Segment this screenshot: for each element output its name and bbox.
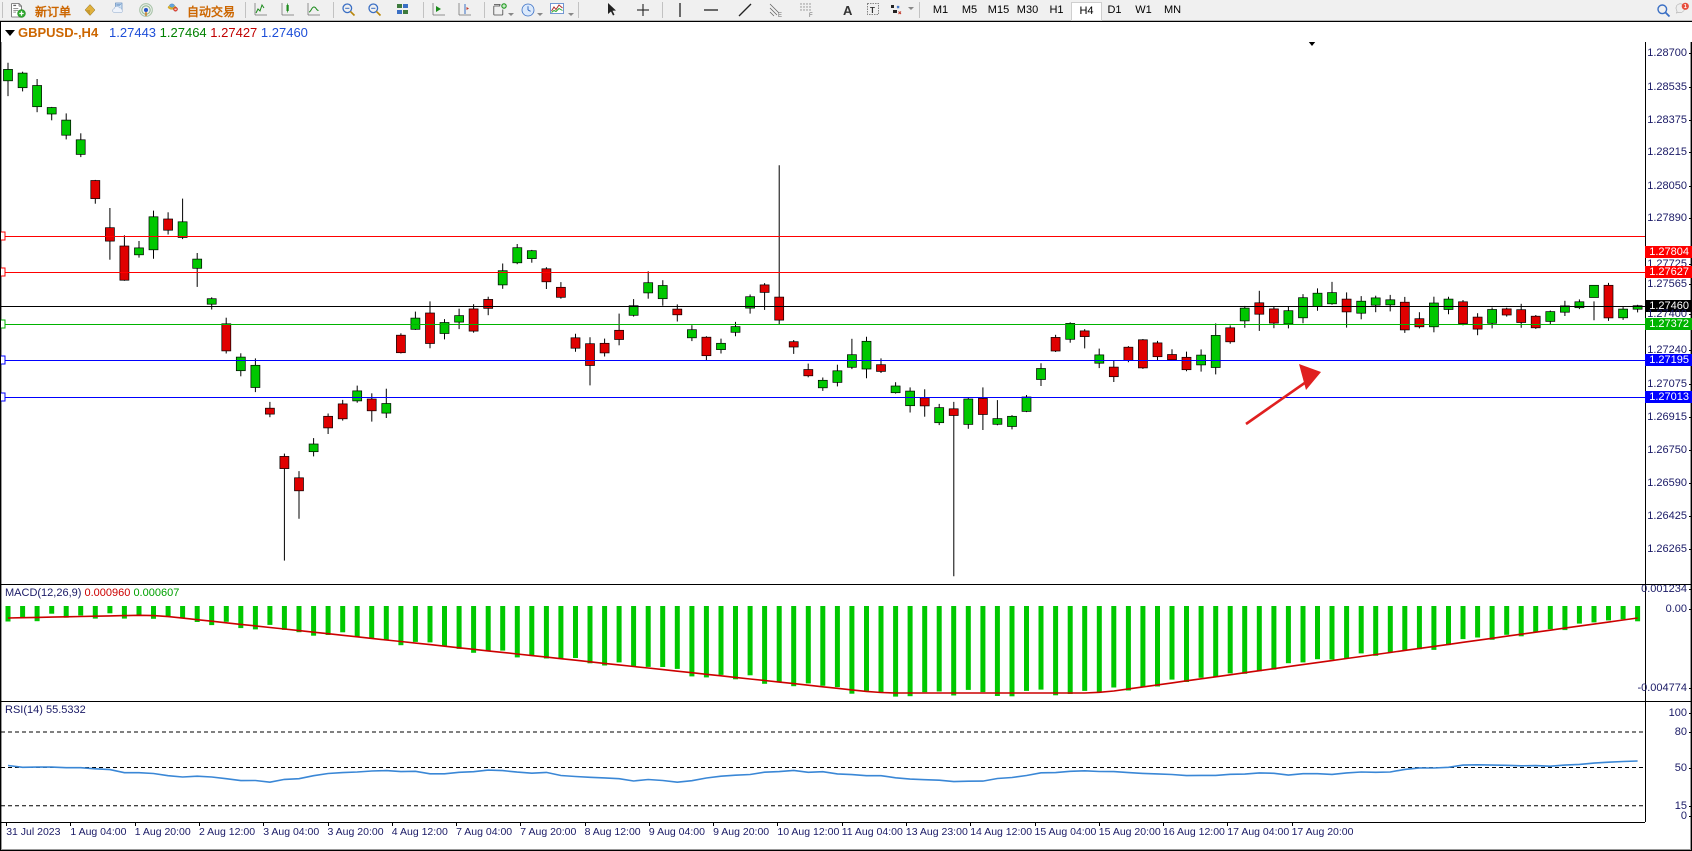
svg-text:T: T	[870, 6, 875, 15]
svg-text:1: 1	[1684, 4, 1687, 10]
svg-text:F: F	[809, 13, 813, 18]
svg-text:E: E	[778, 13, 782, 18]
